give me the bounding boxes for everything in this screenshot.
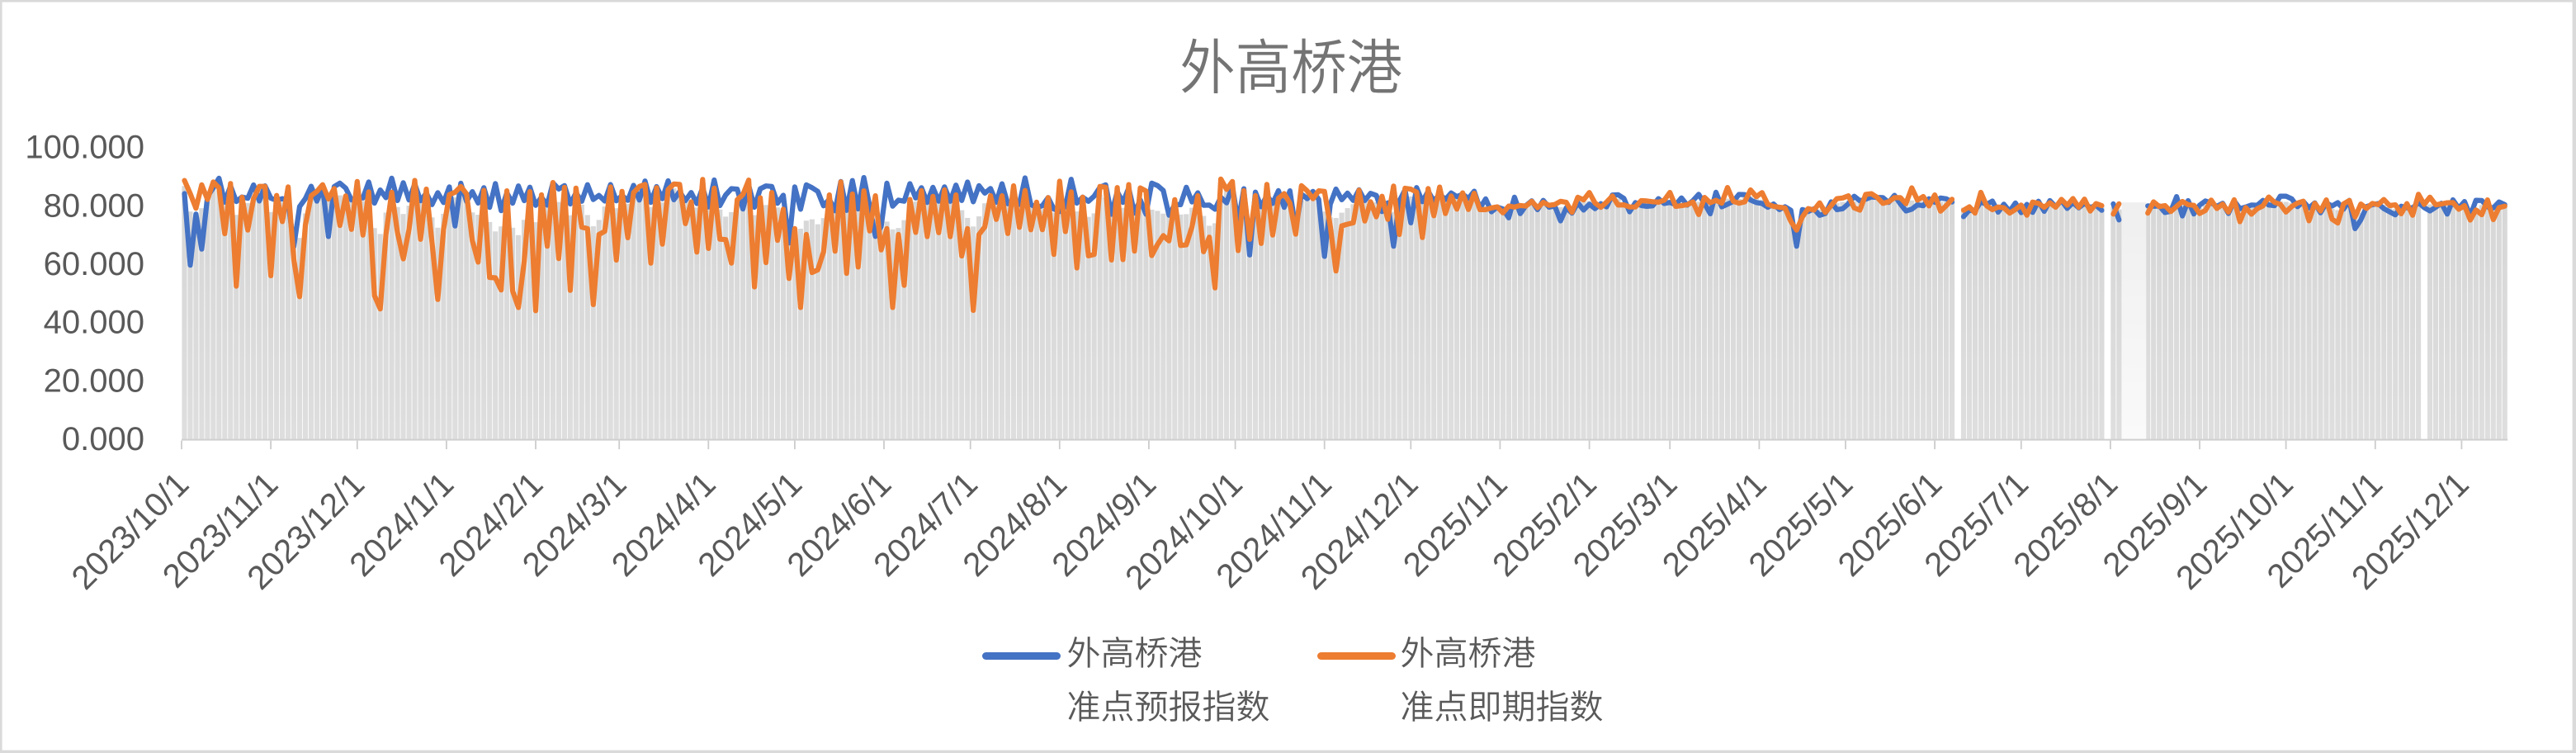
svg-text:60.000: 60.000 [44, 246, 144, 282]
svg-text:100.000: 100.000 [25, 130, 144, 166]
svg-text:80.000: 80.000 [44, 187, 144, 224]
svg-text:40.000: 40.000 [44, 305, 144, 341]
svg-text:20.000: 20.000 [44, 362, 144, 399]
svg-text:0.000: 0.000 [62, 421, 144, 457]
